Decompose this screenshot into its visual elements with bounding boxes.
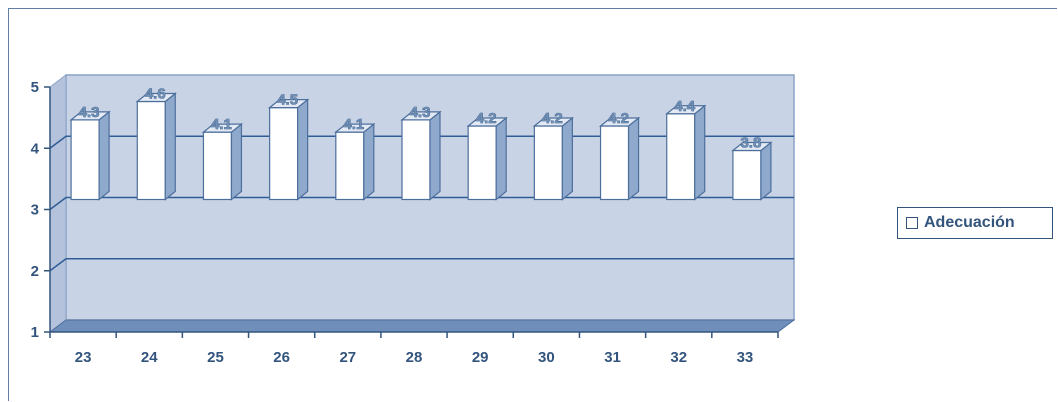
bar-side-29 xyxy=(495,116,507,201)
bar-side-30 xyxy=(561,116,573,201)
bar-side-33 xyxy=(760,141,772,201)
data-label: 4.6 xyxy=(145,86,166,103)
bar-top-28 xyxy=(400,111,442,121)
x-tick-label: 32 xyxy=(670,349,687,366)
data-label: 4.3 xyxy=(410,104,431,121)
bar-top-25 xyxy=(201,123,244,133)
bar-30 xyxy=(533,125,563,201)
bar-top-29 xyxy=(466,117,508,127)
y-tick-label: 2 xyxy=(31,263,39,280)
y-tick-label: 1 xyxy=(31,324,39,341)
bar-side-32 xyxy=(694,104,706,201)
bar-top-33 xyxy=(731,141,773,152)
bar-top-30 xyxy=(532,117,575,127)
x-tick-label: 23 xyxy=(75,349,92,366)
data-label: 3.8 xyxy=(740,135,761,152)
x-tick-label: 25 xyxy=(207,349,224,366)
x-tick-label: 24 xyxy=(141,349,158,366)
data-label: 4.4 xyxy=(674,98,696,115)
bar-33 xyxy=(732,149,762,201)
bar-side-25 xyxy=(230,122,243,201)
data-label: 4.5 xyxy=(277,92,298,109)
x-tick-label: 28 xyxy=(406,349,423,366)
bar-side-24 xyxy=(164,92,176,201)
x-tick-label: 27 xyxy=(339,349,356,366)
bar-27 xyxy=(335,131,365,201)
data-label: 4.2 xyxy=(542,110,563,127)
bar-29 xyxy=(467,125,497,201)
bars xyxy=(69,92,773,201)
y-tick-label: 3 xyxy=(31,202,39,219)
data-label: 4.1 xyxy=(211,116,232,133)
bar-side-23 xyxy=(98,110,110,201)
data-label: 4.2 xyxy=(476,110,497,127)
bar-32 xyxy=(666,113,696,201)
x-tick-label: 31 xyxy=(604,349,621,366)
bar-23 xyxy=(70,119,100,201)
chart-floor xyxy=(48,319,796,333)
bar-side-26 xyxy=(297,98,309,201)
bar-top-26 xyxy=(267,99,310,109)
legend-label: Adecuación xyxy=(924,214,1015,231)
legend-swatch xyxy=(906,217,918,229)
bar-top-23 xyxy=(69,111,111,121)
bar-26 xyxy=(269,107,299,201)
x-tick-label: 29 xyxy=(472,349,489,366)
bar-top-24 xyxy=(135,92,177,103)
bar-side-27 xyxy=(363,122,375,201)
x-tick-label: 30 xyxy=(538,349,555,366)
y-tick-label: 4 xyxy=(31,140,40,157)
y-axis-ticks: 1 2 3 4 5 xyxy=(31,79,50,341)
x-axis-ticks: 23 24 25 26 27 28 29 30 31 32 33 xyxy=(49,332,779,366)
chart-frame xyxy=(8,8,1057,401)
bar-31 xyxy=(599,125,630,201)
bar-top-27 xyxy=(334,123,376,133)
x-tick-label: 33 xyxy=(737,349,754,366)
bar-24 xyxy=(136,100,166,201)
gridline xyxy=(49,258,794,272)
data-label: 4.1 xyxy=(343,116,364,133)
legend: Adecuación xyxy=(897,207,1053,239)
bar-side-28 xyxy=(429,110,441,201)
bar-side-31 xyxy=(627,116,640,201)
bar-28 xyxy=(401,119,431,201)
x-tick-label: 26 xyxy=(273,349,290,366)
data-label: 4.2 xyxy=(608,110,629,127)
data-label: 4.3 xyxy=(79,104,100,121)
bar-top-31 xyxy=(598,117,641,127)
bar-top-32 xyxy=(665,105,707,115)
y-tick-label: 5 xyxy=(31,79,39,96)
data-labels: 4.3 4.6 4.1 4.5 4.1 4.3 4.2 4.2 4.2 4.4 3.8 xyxy=(78,85,761,152)
bar-25 xyxy=(202,131,233,201)
